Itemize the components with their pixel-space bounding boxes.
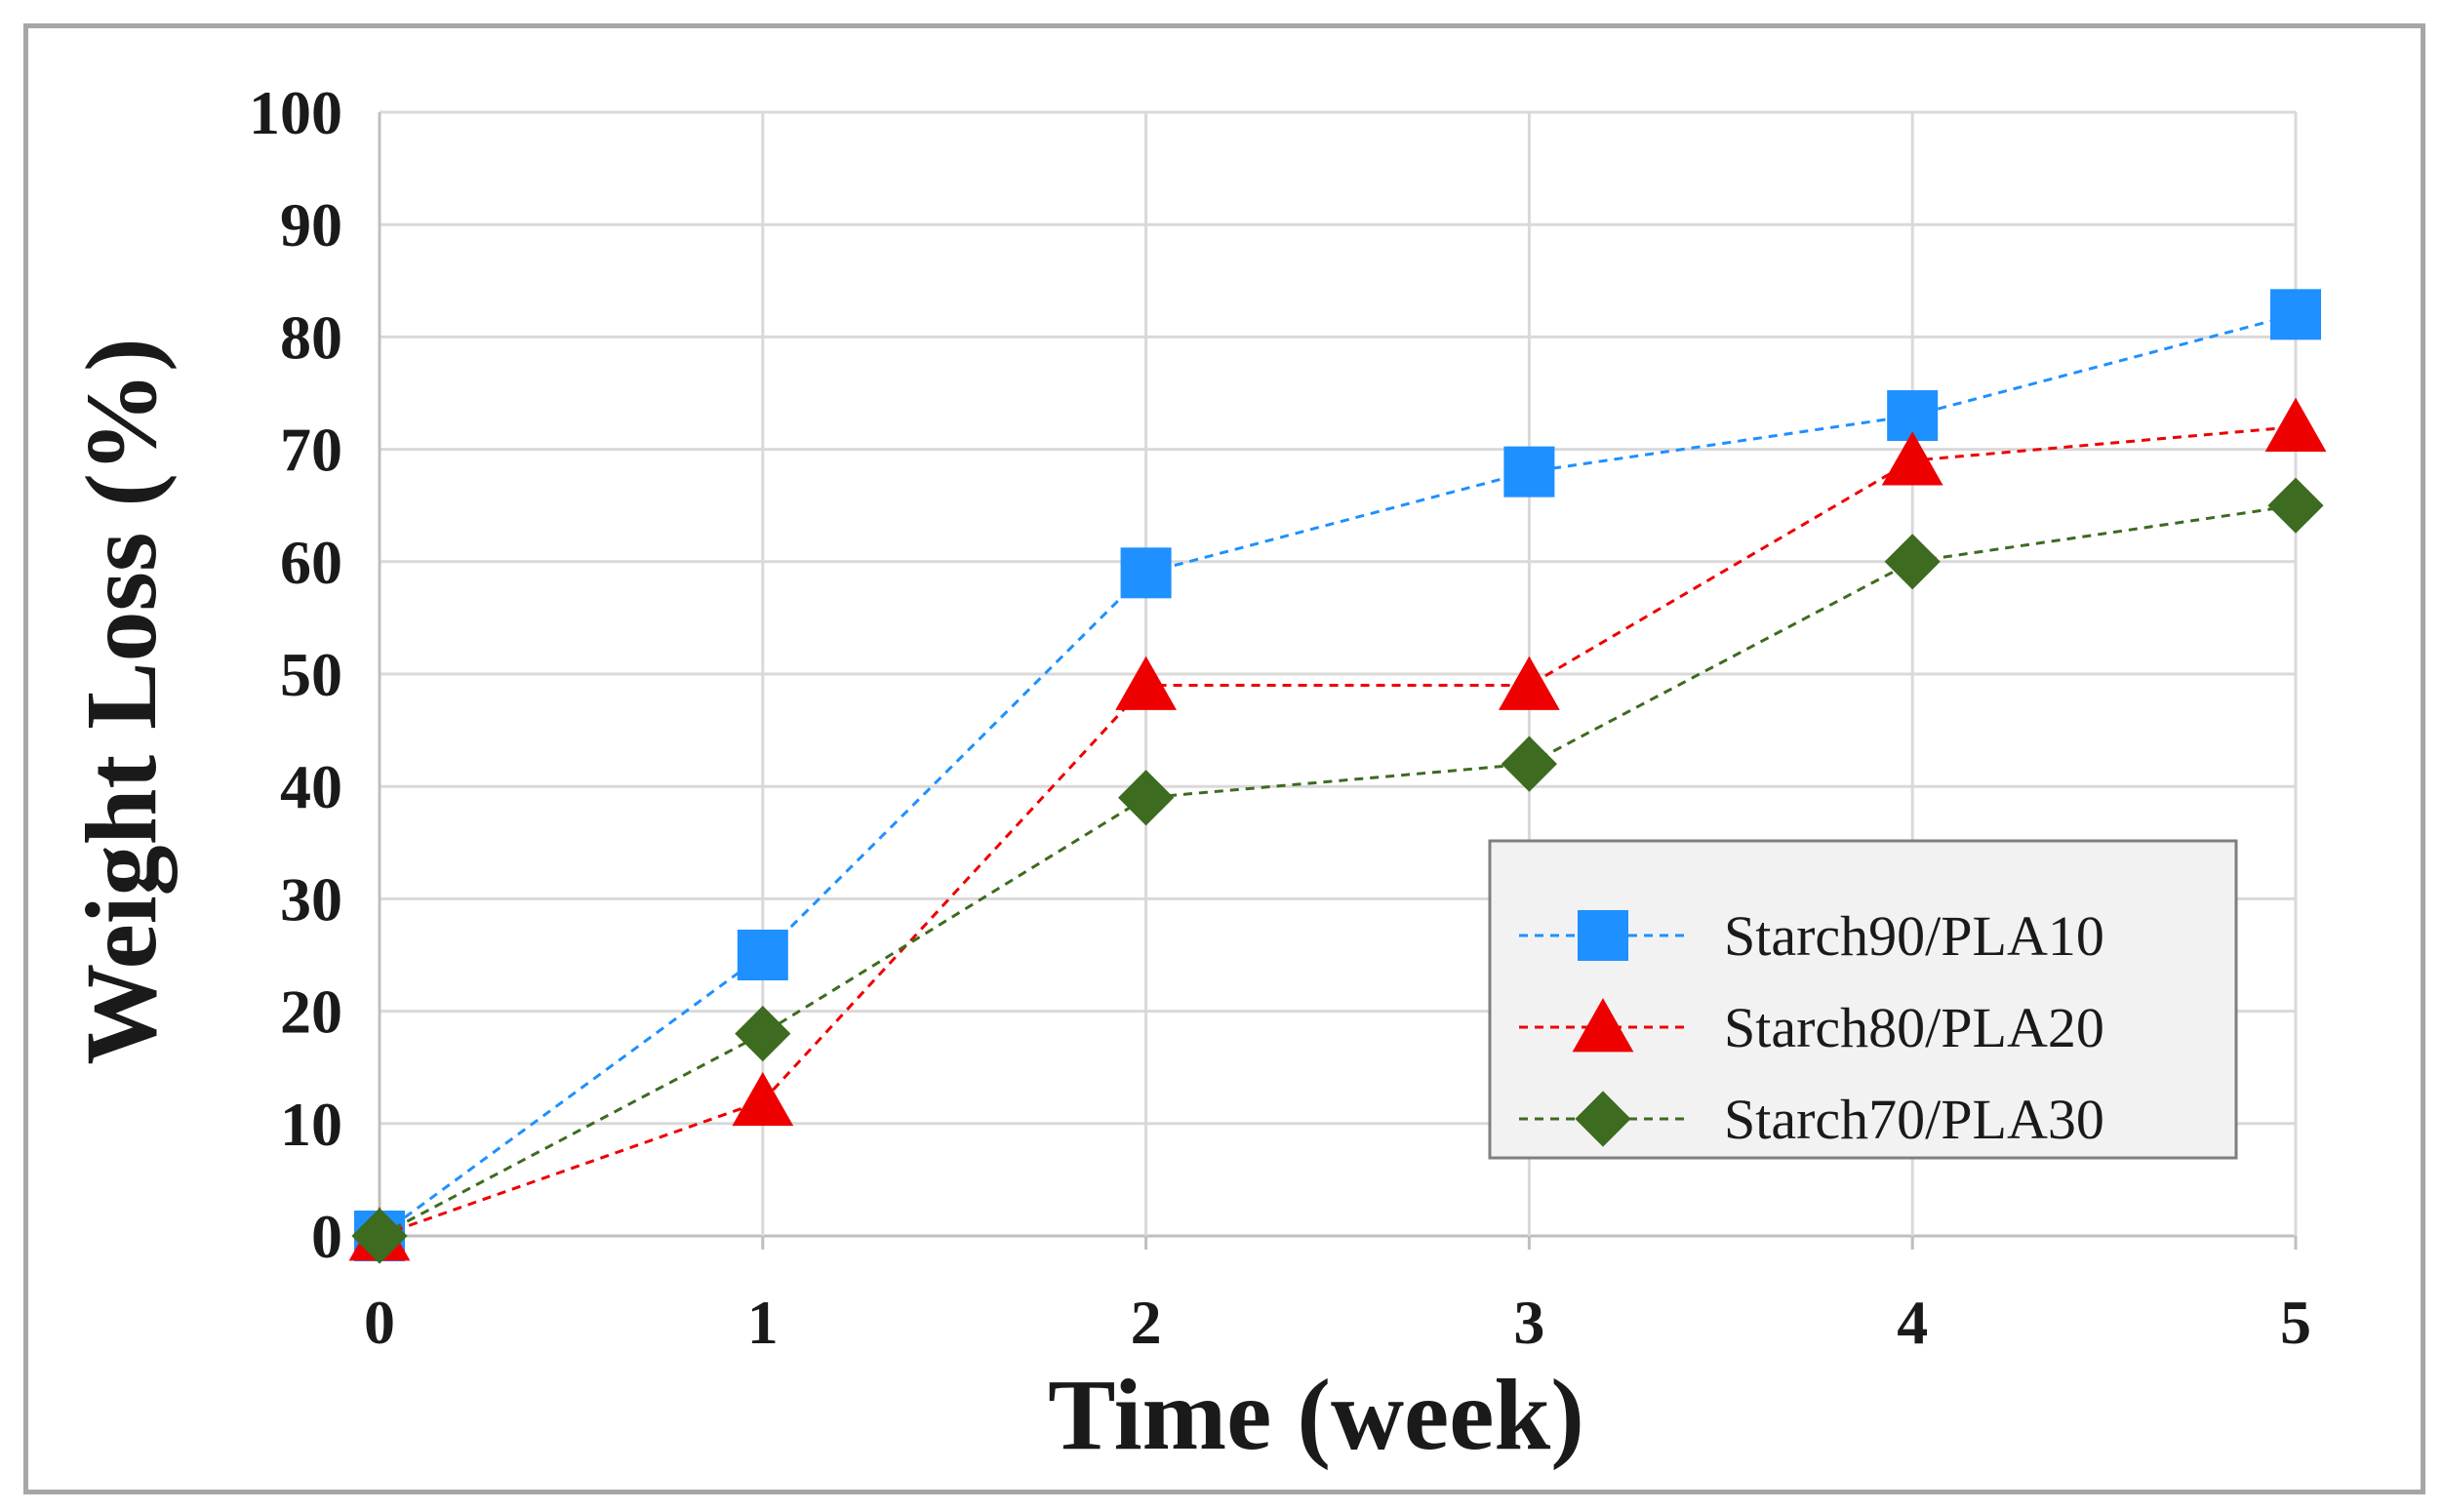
- figure-frame: 0 10 20 30 40 50 60 70 80 90 100 0 1 2 3 4 5 Weight Los…: [23, 23, 2425, 1494]
- legend-marker-diamond: [1575, 1091, 1631, 1147]
- legend: Starch90/PLA10 Starch80/PLA20 Starch70/PLA…: [1488, 839, 2238, 1160]
- x-axis-title: Time (week): [1048, 1359, 1584, 1471]
- y-tick-label: 60: [280, 528, 342, 597]
- legend-item: Starch80/PLA20: [1519, 996, 2104, 1059]
- y-tick-label: 0: [311, 1202, 342, 1271]
- series-starch80-pla20: [348, 397, 2327, 1261]
- series-group: [348, 289, 2327, 1264]
- x-tick-label: 4: [1897, 1288, 1928, 1357]
- weight-loss-chart: 0 10 20 30 40 50 60 70 80 90 100 0 1 2 3 4 5 Weight Los…: [65, 78, 2327, 1471]
- y-tick-label: 70: [280, 416, 342, 485]
- data-point-diamond: [1884, 534, 1941, 590]
- x-axis-ticks: 0 1 2 3 4 5: [364, 1288, 2311, 1357]
- y-tick-label: 20: [280, 977, 342, 1047]
- legend-item: Starch90/PLA10: [1519, 904, 2104, 968]
- x-tick-label: 5: [2280, 1288, 2311, 1357]
- data-point-triangle: [1881, 431, 1943, 486]
- data-point-diamond: [1501, 736, 1557, 792]
- data-point-square: [1120, 547, 1172, 599]
- legend-label: Starch80/PLA20: [1724, 996, 2104, 1059]
- x-tick-label: 3: [1513, 1288, 1544, 1357]
- y-tick-label: 10: [280, 1090, 342, 1159]
- y-tick-label: 40: [280, 752, 342, 821]
- data-point-square: [1503, 446, 1555, 497]
- y-axis-ticks: 0 10 20 30 40 50 60 70 80 90 100: [249, 78, 342, 1271]
- legend-marker-triangle: [1572, 998, 1634, 1053]
- legend-item: Starch70/PLA30: [1519, 1088, 2104, 1151]
- data-point-triangle: [732, 1071, 794, 1127]
- data-point-diamond: [2267, 477, 2324, 534]
- x-tick-label: 1: [747, 1288, 779, 1357]
- data-point-triangle: [1499, 656, 1560, 710]
- series-line: [379, 425, 2297, 1238]
- data-point-diamond: [735, 1006, 791, 1062]
- series-line: [379, 312, 2297, 1238]
- y-tick-label: 80: [280, 302, 342, 372]
- data-point-square: [2270, 289, 2321, 340]
- data-point-triangle: [1115, 656, 1177, 710]
- data-point-diamond: [1118, 770, 1175, 826]
- x-tick-label: 0: [364, 1288, 395, 1357]
- series-line: [379, 503, 2297, 1238]
- y-tick-label: 50: [280, 640, 342, 709]
- data-point-square: [737, 930, 788, 980]
- y-tick-label: 30: [280, 864, 342, 934]
- y-tick-label: 90: [280, 190, 342, 259]
- legend-marker-square: [1578, 910, 1628, 961]
- data-point-diamond: [351, 1208, 408, 1264]
- y-tick-label: 100: [249, 78, 342, 147]
- legend-label: Starch70/PLA30: [1724, 1088, 2104, 1151]
- legend-label: Starch90/PLA10: [1724, 904, 2104, 968]
- data-point-triangle: [2264, 397, 2327, 452]
- x-tick-label: 2: [1131, 1288, 1162, 1357]
- series-starch70-pla30: [351, 477, 2324, 1264]
- y-axis-title: Weight Loss (%): [65, 338, 178, 1064]
